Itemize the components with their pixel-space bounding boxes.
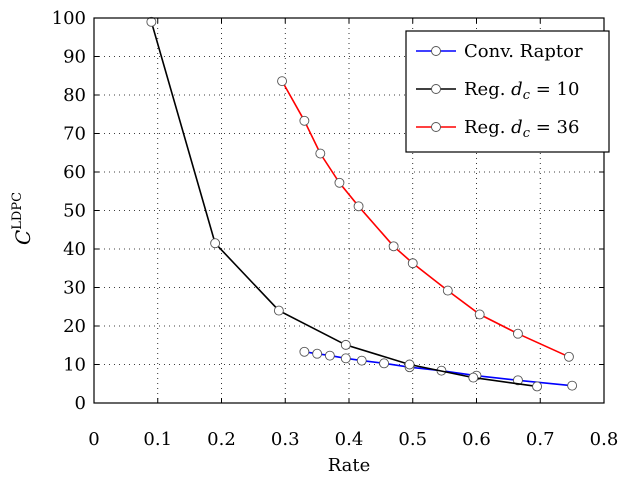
tick-labels: 0 0.1 0.2 0.3 0.4 0.5 0.6 0.7 0.8 0 10 20 30 40 50 60 70… <box>52 8 619 450</box>
x-axis-label: Rate <box>328 455 371 476</box>
data-point <box>468 372 479 383</box>
y-tick-label: 10 <box>63 355 86 376</box>
x-tick-label: 0.2 <box>207 429 236 450</box>
legend-marker <box>431 46 441 56</box>
x-tick-label: 0.4 <box>335 429 364 450</box>
data-point <box>146 16 157 27</box>
y-tick-label: 90 <box>63 47 86 68</box>
legend: Conv. Raptor Reg. dc = 10 Reg. dc = 36 <box>405 30 610 153</box>
legend-item: Reg. dc = 36 <box>416 117 579 141</box>
x-tick-label: 0.5 <box>398 429 427 450</box>
series-2 <box>277 76 574 362</box>
data-point <box>567 380 578 391</box>
data-point <box>299 115 310 126</box>
series-layer <box>146 16 578 392</box>
data-point <box>532 381 543 392</box>
y-tick-label: 100 <box>52 8 86 29</box>
y-tick-label: 60 <box>63 162 86 183</box>
data-point <box>442 285 453 296</box>
data-point <box>315 148 326 159</box>
data-point <box>277 76 288 87</box>
legend-marker <box>431 122 441 132</box>
data-point <box>324 350 335 361</box>
data-point <box>512 328 523 339</box>
data-point <box>340 353 351 364</box>
data-point <box>388 241 399 252</box>
x-tick-label: 0 <box>88 429 99 450</box>
svg-text:CLDPC: CLDPC <box>10 192 35 245</box>
data-point <box>356 355 367 366</box>
data-point <box>312 348 323 359</box>
x-tick-label: 0.3 <box>271 429 300 450</box>
data-point <box>407 258 418 269</box>
y-tick-label: 50 <box>63 201 86 222</box>
data-point <box>340 339 351 350</box>
data-point <box>379 358 390 369</box>
legend-marker <box>431 84 441 94</box>
data-point <box>474 309 485 320</box>
data-point <box>334 177 345 188</box>
y-tick-label: 30 <box>63 278 86 299</box>
y-axis-label: CLDPC <box>10 192 35 245</box>
legend-item: Reg. dc = 10 <box>416 79 579 103</box>
y-axis-label-main: C <box>11 230 35 245</box>
data-point <box>273 305 284 316</box>
y-tick-label: 70 <box>63 124 86 145</box>
x-tick-label: 0.7 <box>526 429 555 450</box>
x-tick-label: 0.1 <box>143 429 172 450</box>
y-axis-label-superscript: LDPC <box>10 192 25 230</box>
y-tick-label: 20 <box>63 316 86 337</box>
legend-label: Reg. dc = 10 <box>464 79 579 103</box>
data-point <box>299 346 310 357</box>
data-point <box>210 238 221 249</box>
x-tick-label: 0.8 <box>590 429 619 450</box>
legend-label: Conv. Raptor <box>464 41 583 62</box>
x-tick-label: 0.6 <box>462 429 491 450</box>
series-1 <box>146 16 543 392</box>
legend-label: Reg. dc = 36 <box>464 117 579 141</box>
data-point <box>512 375 523 386</box>
data-point <box>563 351 574 362</box>
y-tick-label: 40 <box>63 239 86 260</box>
data-point <box>353 201 364 212</box>
data-point <box>404 359 415 370</box>
y-tick-label: 80 <box>63 85 86 106</box>
y-tick-label: 0 <box>75 393 86 414</box>
legend-item: Conv. Raptor <box>416 41 583 62</box>
